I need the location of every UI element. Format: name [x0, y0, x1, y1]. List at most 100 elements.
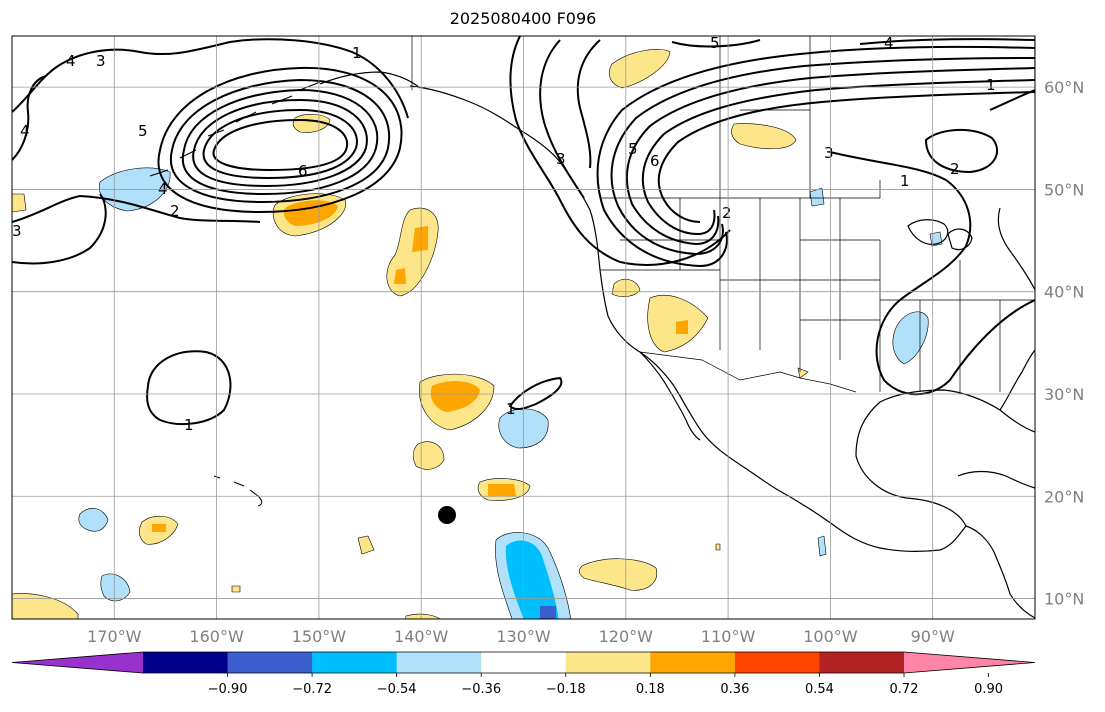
- longitude-tick-label: 110°W: [701, 627, 756, 646]
- contour-west-outer: [12, 75, 47, 161]
- contour-east-outer: [539, 39, 585, 199]
- contour-label: 1: [352, 44, 362, 62]
- latitude-tick-label: 30°N: [1044, 385, 1084, 404]
- contour-east-trough-ring: [596, 45, 1035, 268]
- contour-label: 1: [184, 416, 194, 434]
- colorbar-tick-label: −0.90: [208, 682, 248, 697]
- shade-positive: [12, 593, 79, 619]
- shade-negative: [100, 573, 131, 602]
- contour-label: 2: [950, 160, 960, 178]
- shade-positive-strong: [152, 524, 166, 532]
- colorbar-tick-label: 0.36: [720, 682, 749, 697]
- cuba-coast: [957, 470, 1035, 489]
- contour-labels-layer: 1 4 3 4 5 4 2 6 3 1 1 5 4 5 6 3 2 1 2 1 …: [12, 34, 996, 434]
- storm-center-dot: [438, 506, 456, 524]
- contour-label: 1: [986, 76, 996, 94]
- contour-small-loop: [508, 376, 563, 411]
- colorbar-segment: [650, 652, 736, 673]
- central-america-coast: [965, 525, 1035, 619]
- contour-east-level1-lobe: [829, 151, 1035, 396]
- east-coast: [997, 207, 1035, 291]
- latitude-tick-label: 60°N: [1044, 78, 1084, 97]
- contour-label: 5: [628, 140, 638, 158]
- latitude-tick-label: 40°N: [1044, 283, 1084, 302]
- shade-negative: [892, 311, 929, 365]
- contour-label: 5: [138, 122, 148, 140]
- us-canada-border: [600, 180, 881, 199]
- shade-positive: [12, 193, 27, 213]
- longitude-tick-label: 90°W: [911, 627, 955, 646]
- north-america-coast: [409, 85, 967, 552]
- contour-west-high-ring: [212, 118, 349, 172]
- shade-positive-strong: [676, 320, 688, 334]
- contour-west-high-ring: [202, 108, 358, 180]
- colorbar-extension-right: [904, 652, 1035, 673]
- shade-positive-strong: [283, 200, 338, 226]
- contour-east-level2-loop: [924, 128, 998, 174]
- contour-west-high-ring: [157, 66, 403, 214]
- contour-east-outer: [576, 39, 601, 169]
- shade-positive-strong: [488, 484, 516, 496]
- contour-label: 4: [66, 52, 76, 70]
- contour-label: 6: [650, 152, 660, 170]
- contour-west-outer: [12, 194, 261, 223]
- longitude-tick-label: 130°W: [496, 627, 551, 646]
- contour-subtropical-loop: [146, 350, 232, 426]
- contour-east-level1-arc: [989, 89, 1035, 111]
- colorbar-tick-label: 0.90: [974, 682, 1003, 697]
- longitude-labels: 170°W 160°W 150°W 140°W 130°W 120°W 110°W 100°W…: [87, 627, 955, 646]
- contour-west-outer: [12, 38, 409, 119]
- latitude-tick-label: 10°N: [1044, 590, 1084, 609]
- shade-positive: [609, 49, 671, 89]
- contour-label: 3: [824, 144, 834, 162]
- colorbar-tick-label: −0.36: [461, 682, 501, 697]
- shaded-anomaly-layer: [12, 49, 943, 619]
- shade-positive: [731, 123, 797, 150]
- contour-west-high-ring: [169, 78, 391, 204]
- colorbar-segment: [734, 652, 820, 673]
- contour-label: 3: [556, 150, 566, 168]
- contour-label: 6: [298, 162, 308, 180]
- contour-label: 1: [506, 400, 516, 418]
- contour-east-trough-ring: [657, 91, 1035, 223]
- contour-label: 5: [710, 34, 720, 52]
- contour-label: 2: [722, 204, 732, 222]
- colorbar-tick-label: 0.18: [636, 682, 665, 697]
- shade-positive: [231, 367, 809, 593]
- contour-label: 2: [170, 202, 180, 220]
- longitude-tick-label: 160°W: [189, 627, 244, 646]
- contour-label: 3: [96, 52, 106, 70]
- contour-west-high-ring: [192, 98, 368, 188]
- colorbar-segment: [312, 652, 398, 673]
- map-frame: [11, 35, 1036, 620]
- florida-coast: [999, 349, 1035, 411]
- contour-east-trough-ring: [641, 79, 1035, 236]
- contour-label: 3: [12, 222, 22, 240]
- colorbar: −0.90 −0.72 −0.54 −0.36 −0.18 0.18 0.36 0.54 0.7…: [11, 651, 1036, 697]
- colorbar-extension-left: [12, 652, 143, 673]
- gulf-of-mexico-coast: [855, 389, 1035, 527]
- baja-coast: [639, 351, 701, 441]
- shade-positive: [357, 535, 375, 555]
- shade-positive: [405, 613, 441, 619]
- contour-lines-layer: [12, 36, 1035, 426]
- shade-positive: [578, 558, 658, 591]
- shade-negative: [78, 508, 109, 532]
- contour-label: 4: [884, 34, 894, 52]
- shade-positive-strong: [394, 226, 428, 284]
- longitude-tick-label: 100°W: [803, 627, 858, 646]
- colorbar-segment: [227, 652, 313, 673]
- contour-east-trough-north: [671, 38, 1035, 48]
- shade-negative-strongest: [540, 606, 556, 619]
- shade-positive-strong: [430, 381, 480, 412]
- contour-label: 4: [20, 122, 30, 140]
- great-lakes: [907, 219, 973, 251]
- colorbar-segment: [819, 652, 905, 673]
- contour-east-trough-ring: [625, 67, 1035, 246]
- shade-negative-strong: [505, 540, 559, 619]
- state-lines: [600, 198, 1035, 392]
- contour-label: 1: [900, 172, 910, 190]
- latitude-labels: 60°N 50°N 40°N 30°N 20°N 10°N: [1044, 78, 1084, 608]
- contour-label: 4: [158, 180, 168, 198]
